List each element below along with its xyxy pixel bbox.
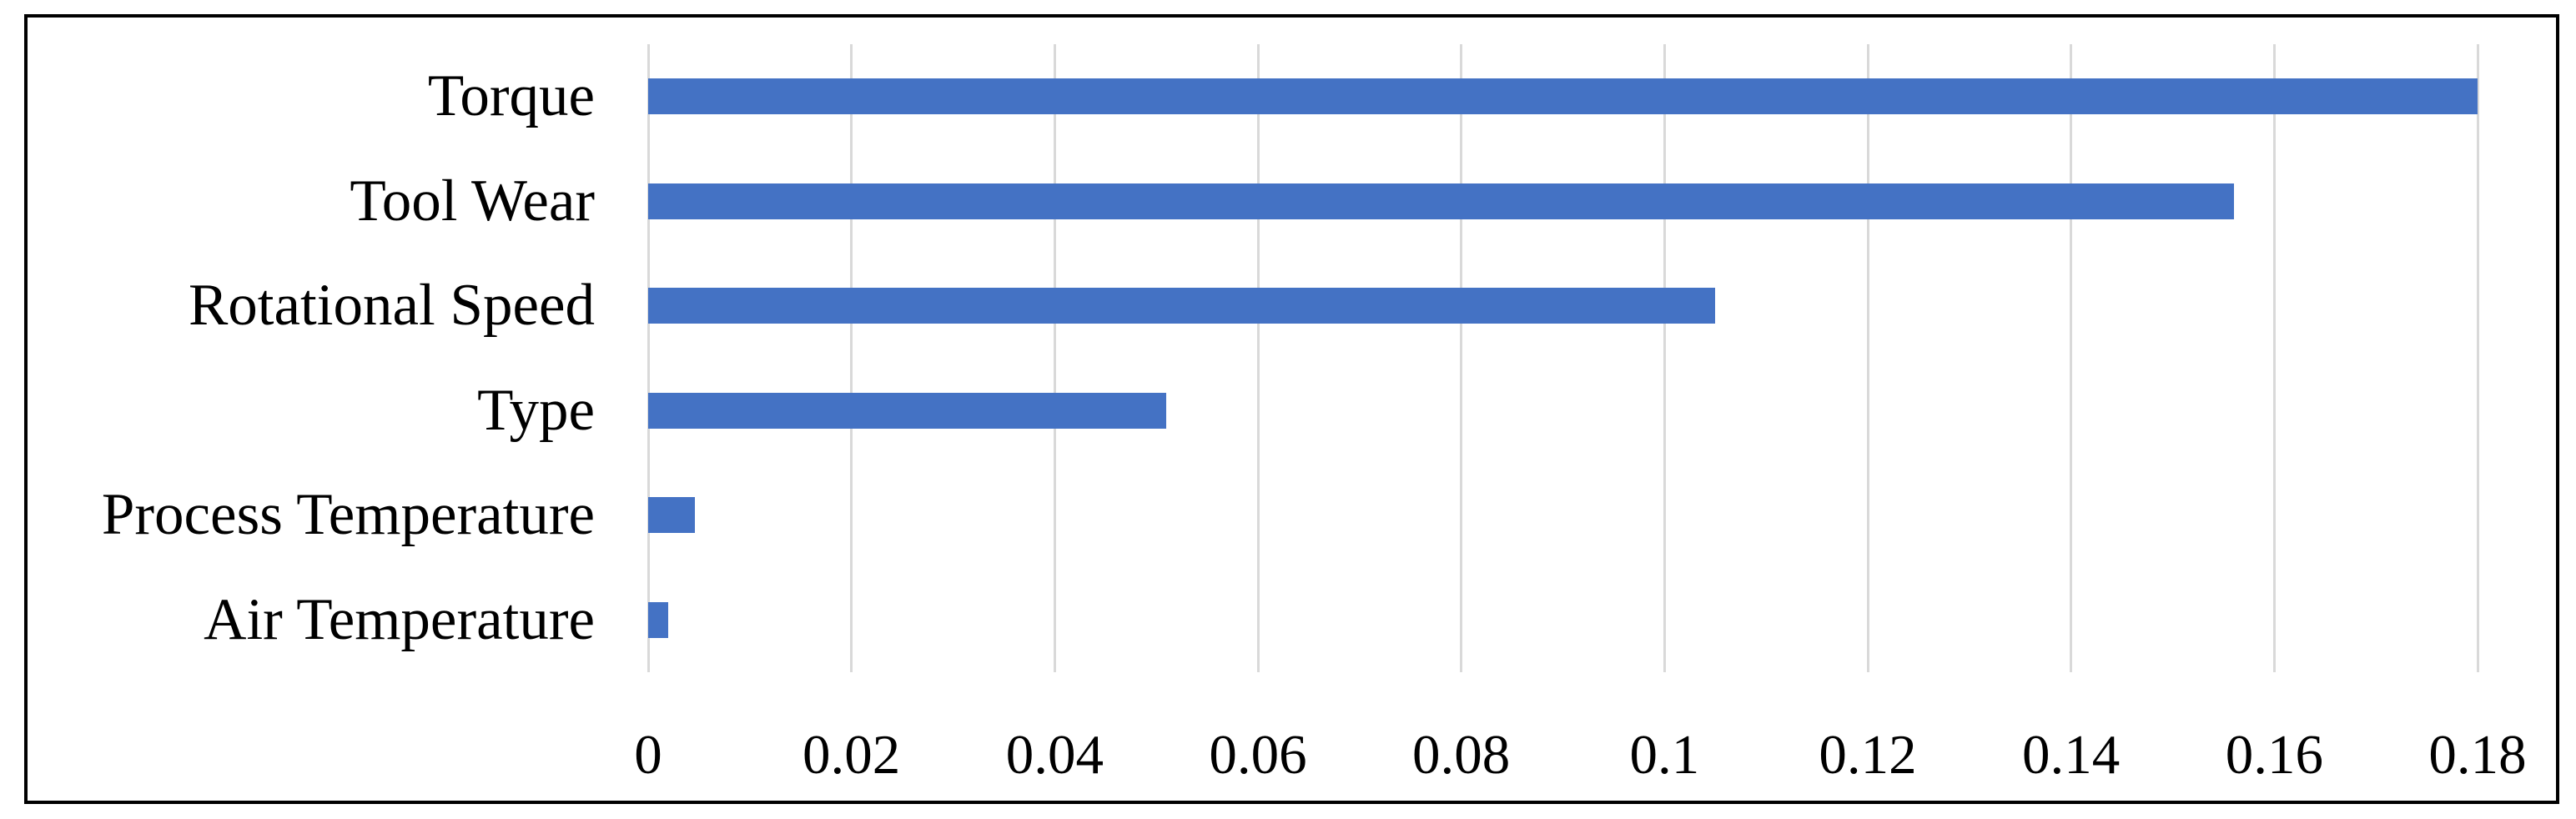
gridline-0.02 bbox=[850, 44, 853, 672]
gridline-0.14 bbox=[2070, 44, 2073, 672]
category-label: Air Temperature bbox=[204, 586, 595, 652]
gridline-0.04 bbox=[1053, 44, 1056, 672]
x-tick-label: 0 bbox=[634, 724, 662, 786]
gridline-0.18 bbox=[2476, 44, 2479, 672]
bar-type bbox=[648, 392, 1167, 429]
gridline-0.06 bbox=[1256, 44, 1260, 672]
gridline-0 bbox=[647, 44, 650, 672]
x-tick-label: 0.16 bbox=[2225, 724, 2323, 786]
bar-process-temperature bbox=[648, 497, 696, 534]
x-tick-label: 0.04 bbox=[1005, 724, 1104, 786]
x-tick-label: 0.18 bbox=[2428, 724, 2527, 786]
x-tick-label: 0.12 bbox=[1819, 724, 1917, 786]
x-tick-label: 0.06 bbox=[1209, 724, 1307, 786]
chart-border bbox=[24, 14, 2559, 804]
gridline-0.12 bbox=[1866, 44, 1869, 672]
x-tick-label: 0.14 bbox=[2022, 724, 2121, 786]
gridline-0.08 bbox=[1460, 44, 1463, 672]
gridline-0.1 bbox=[1663, 44, 1666, 672]
gridline-0.16 bbox=[2272, 44, 2276, 672]
bar-torque bbox=[648, 78, 2478, 115]
category-label: Process Temperature bbox=[101, 482, 595, 547]
category-label: Torque bbox=[427, 63, 595, 128]
category-label: Type bbox=[477, 377, 595, 443]
bar-tool-wear bbox=[648, 183, 2234, 219]
x-tick-label: 0.1 bbox=[1629, 724, 1700, 786]
x-tick-label: 0.08 bbox=[1412, 724, 1511, 786]
category-label: Rotational Speed bbox=[188, 273, 595, 338]
x-tick-label: 0.02 bbox=[802, 724, 901, 786]
bar-rotational-speed bbox=[648, 288, 1716, 324]
category-label: Tool Wear bbox=[350, 168, 595, 234]
bar-air-temperature bbox=[648, 601, 669, 638]
